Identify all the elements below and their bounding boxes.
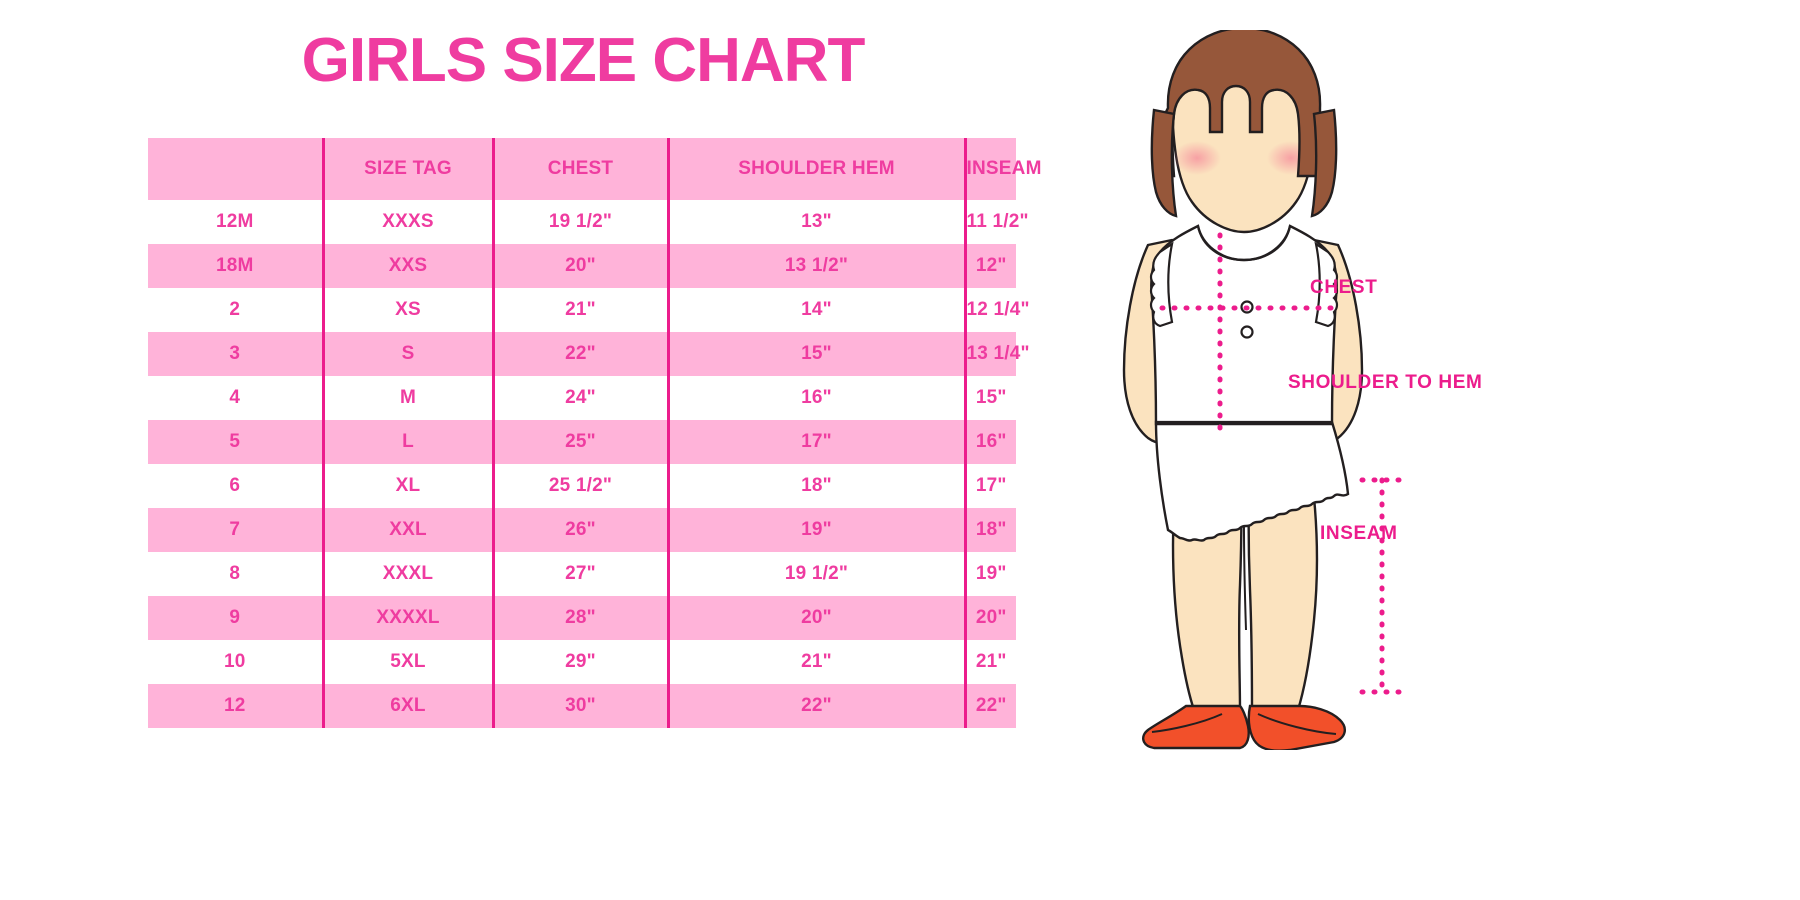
- cell-size-tag: XXXL: [321, 552, 493, 596]
- cell-size-tag: M: [321, 376, 493, 420]
- head-shape: [1150, 26, 1338, 234]
- cell-shoulder-hem: 20": [666, 596, 965, 640]
- cell-inseam: 12 1/4": [963, 288, 1030, 332]
- table-row: 9 XXXXL 28" 20" 20": [148, 596, 1016, 640]
- table-row: 5 L 25" 17" 16": [148, 420, 1016, 464]
- measurement-guides: [1159, 232, 1403, 695]
- cell-size: 6: [148, 464, 323, 508]
- label-shoulder-to-hem: SHOULDER TO HEM: [1288, 372, 1483, 393]
- cell-shoulder-hem: 13": [666, 200, 965, 244]
- table-row: 3 S 22" 15" 13 1/4": [148, 332, 1030, 376]
- cell-size-tag: XXL: [321, 508, 493, 552]
- cell-inseam: 15": [963, 376, 1016, 420]
- table-row: 12M XXXS 19 1/2" 13" 11 1/2": [148, 200, 1028, 244]
- cell-inseam: 13 1/4": [963, 332, 1030, 376]
- cell-chest: 28": [491, 596, 668, 640]
- cell-size-tag: XS: [321, 288, 493, 332]
- column-header-size-tag: SIZE TAG: [321, 138, 493, 200]
- cell-inseam: 19": [963, 552, 1016, 596]
- cell-chest: 24": [491, 376, 668, 420]
- cell-size: 3: [148, 332, 323, 376]
- cell-inseam: 20": [963, 596, 1016, 640]
- cell-inseam: 12": [963, 244, 1016, 288]
- cell-size: 4: [148, 376, 323, 420]
- cell-size: 2: [148, 288, 323, 332]
- cell-size-tag: XXXXL: [321, 596, 493, 640]
- cell-shoulder-hem: 22": [666, 684, 965, 728]
- table-row: 2 XS 21" 14" 12 1/4": [148, 288, 1030, 332]
- cell-size-tag: XL: [321, 464, 493, 508]
- cell-shoulder-hem: 21": [666, 640, 965, 684]
- page-title: GIRLS SIZE CHART: [301, 26, 866, 95]
- cell-chest: 30": [491, 684, 668, 728]
- cell-chest: 29": [491, 640, 668, 684]
- label-inseam: INSEAM: [1320, 523, 1398, 544]
- cell-size: 12: [148, 684, 323, 728]
- table-row: 7 XXL 26" 19" 18": [148, 508, 1016, 552]
- cell-size-tag: 5XL: [321, 640, 493, 684]
- cell-inseam: 16": [963, 420, 1016, 464]
- cell-size-tag: S: [321, 332, 493, 376]
- cell-inseam: 11 1/2": [963, 200, 1028, 244]
- cell-chest: 27": [491, 552, 668, 596]
- cell-chest: 25 1/2": [491, 464, 668, 508]
- button-bottom: [1240, 325, 1254, 339]
- column-header-shoulder-hem: SHOULDER HEM: [666, 138, 965, 200]
- cell-inseam: 17": [963, 464, 1016, 508]
- cell-shoulder-hem: 17": [666, 420, 965, 464]
- cell-size: 8: [148, 552, 323, 596]
- table-body: 12M XXXS 19 1/2" 13" 11 1/2" 18M XXS 20" 13 1/2"…: [148, 200, 1030, 728]
- table-header: SIZE TAG CHEST SHOULDER HEM INSEAM: [148, 138, 1041, 200]
- cell-size-tag: XXS: [321, 244, 493, 288]
- cell-size-tag: L: [321, 420, 493, 464]
- cell-chest: 22": [491, 332, 668, 376]
- cell-size: 5: [148, 420, 323, 464]
- cell-size: 12M: [148, 200, 323, 244]
- size-chart-table-wrapper: SIZE TAG CHEST SHOULDER HEM INSEAM 12M XX…: [148, 138, 1041, 728]
- cell-size-tag: XXXS: [321, 200, 493, 244]
- cell-inseam: 21": [963, 640, 1016, 684]
- cell-chest: 26": [491, 508, 668, 552]
- cell-chest: 25": [491, 420, 668, 464]
- cheek-left: [1173, 141, 1221, 175]
- cell-chest: 21": [491, 288, 668, 332]
- cell-size: 9: [148, 596, 323, 640]
- cell-chest: 20": [491, 244, 668, 288]
- column-header-size: [148, 138, 323, 200]
- cell-shoulder-hem: 13 1/2": [666, 244, 965, 288]
- cell-size-tag: 6XL: [321, 684, 493, 728]
- table-row: 8 XXXL 27" 19 1/2" 19": [148, 552, 1016, 596]
- cell-shoulder-hem: 14": [666, 288, 965, 332]
- table-row: 18M XXS 20" 13 1/2" 12": [148, 244, 1016, 288]
- shoes-shape: [1142, 704, 1346, 752]
- cell-inseam: 18": [963, 508, 1016, 552]
- cell-size: 7: [148, 508, 323, 552]
- column-header-chest: CHEST: [491, 138, 668, 200]
- table-row: 6 XL 25 1/2" 18" 17": [148, 464, 1016, 508]
- cell-shoulder-hem: 18": [666, 464, 965, 508]
- table-row: 10 5XL 29" 21" 21": [148, 640, 1016, 684]
- size-chart-table: SIZE TAG CHEST SHOULDER HEM INSEAM 12M XX…: [148, 138, 1041, 728]
- top-blouse-shape: [1149, 224, 1339, 426]
- table-row: 4 M 24" 16" 15": [148, 376, 1016, 420]
- table-row: 12 6XL 30" 22" 22": [148, 684, 1016, 728]
- girl-figure-illustration: [1090, 26, 1420, 752]
- cell-shoulder-hem: 16": [666, 376, 965, 420]
- table-header-row: SIZE TAG CHEST SHOULDER HEM INSEAM: [148, 138, 1041, 200]
- cell-shoulder-hem: 19 1/2": [666, 552, 965, 596]
- cell-shoulder-hem: 15": [666, 332, 965, 376]
- cell-size: 18M: [148, 244, 323, 288]
- cell-inseam: 22": [963, 684, 1016, 728]
- skirt-shape: [1154, 420, 1350, 542]
- label-chest: CHEST: [1310, 277, 1378, 298]
- cell-shoulder-hem: 19": [666, 508, 965, 552]
- column-header-inseam: INSEAM: [963, 138, 1041, 200]
- cell-size: 10: [148, 640, 323, 684]
- cell-chest: 19 1/2": [491, 200, 668, 244]
